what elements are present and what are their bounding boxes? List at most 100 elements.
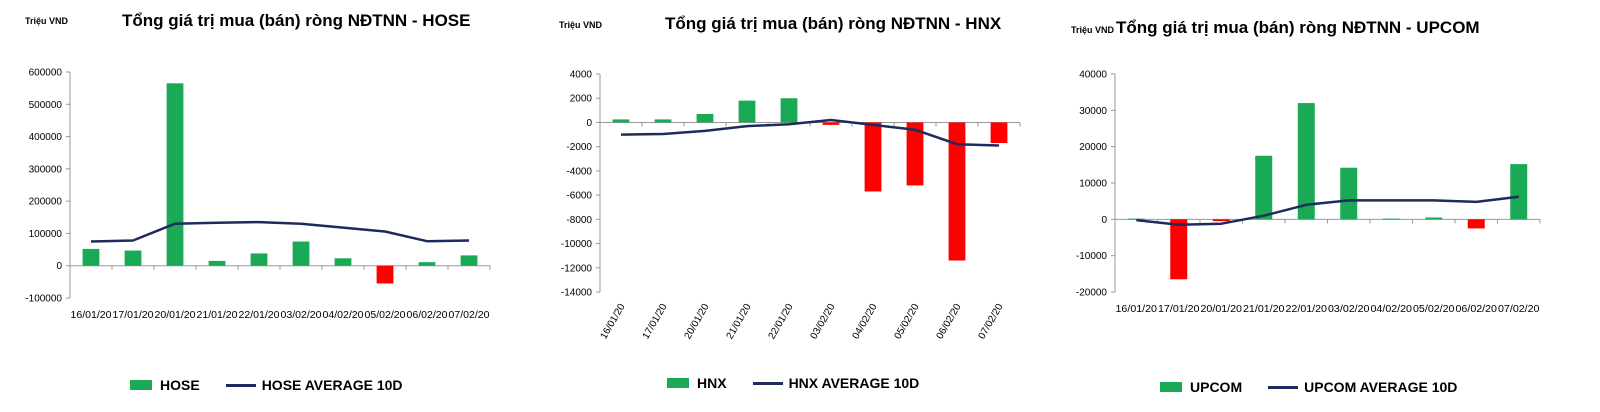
y-tick-label: -4000	[566, 166, 592, 177]
unit-label: Triệu VND	[25, 16, 69, 26]
y-tick-label: 2000	[570, 94, 593, 105]
x-tick-label: 21/01/20	[725, 302, 754, 342]
x-tick-label: 21/01/20	[197, 310, 238, 321]
x-tick-label: 05/02/20	[1413, 304, 1455, 315]
chart-title: Tổng giá trị mua (bán) ròng NĐTNN - HOSE	[122, 11, 471, 30]
unit-label: Triệu VND	[1071, 25, 1115, 35]
y-tick-label: 40000	[1079, 70, 1107, 81]
legend: HOSE HOSE AVERAGE 10D	[130, 377, 403, 393]
bar-16/01/20	[1127, 218, 1145, 220]
x-tick-label: 04/02/20	[1371, 304, 1413, 315]
y-tick-label: -10000	[1076, 251, 1108, 262]
average-line	[90, 220, 470, 243]
y-tick-label: 0	[1101, 215, 1107, 226]
x-tick-label: 20/01/20	[683, 302, 712, 342]
bar-22/01/20	[780, 98, 798, 123]
x-tick-label: 22/01/20	[767, 302, 796, 342]
x-tick-label: 17/01/20	[641, 302, 670, 342]
bar-06/02/20	[1467, 219, 1485, 229]
y-tick-label: 300000	[29, 164, 63, 175]
legend-bar-swatch	[130, 380, 152, 390]
bar-06/02/20	[948, 122, 966, 261]
chart-hose: 600000 500000 400000 300000 200000 100000 0 -10…	[25, 68, 491, 321]
y-tick-label: -20000	[1076, 288, 1108, 299]
y-tick-label: 200000	[29, 197, 63, 208]
bar-16/01/20	[82, 248, 100, 266]
y-tick-label: -6000	[566, 191, 592, 202]
x-tick-label: 06/02/20	[407, 310, 448, 321]
x-tick-label: 04/02/20	[851, 302, 880, 342]
bar-16/01/20	[612, 119, 630, 123]
y-tick-label: 10000	[1079, 179, 1107, 190]
x-tick-label: 16/01/20	[1116, 304, 1158, 315]
bar-04/02/20	[864, 122, 882, 192]
legend-line-swatch	[1268, 385, 1299, 389]
x-tick-label: 06/02/20	[935, 302, 964, 342]
bar-21/01/20	[738, 100, 756, 123]
y-tick-label: -12000	[561, 263, 593, 274]
bar-07/02/20	[1510, 164, 1528, 220]
bar-21/01/20	[1255, 155, 1273, 220]
bar-22/01/20	[1297, 103, 1315, 220]
y-tick-label: 20000	[1079, 142, 1107, 153]
average-line	[620, 118, 1000, 147]
legend-bar-label: HNX	[697, 375, 727, 391]
legend-bar-swatch	[1160, 382, 1182, 392]
x-tick-label: 03/02/20	[809, 302, 838, 342]
x-tick-label: 17/01/20	[113, 310, 154, 321]
x-tick-label: 20/01/20	[155, 310, 196, 321]
bar-05/02/20	[376, 265, 394, 284]
x-tick-label: 06/02/20	[1456, 304, 1498, 315]
legend-line-label: HNX AVERAGE 10D	[788, 375, 920, 391]
bar-17/01/20	[654, 119, 672, 123]
x-tick-label: 22/01/20	[239, 310, 280, 321]
legend-line-label: UPCOM AVERAGE 10D	[1304, 379, 1458, 395]
x-tick-label: 04/02/20	[323, 310, 364, 321]
bar-06/02/20	[418, 262, 436, 266]
y-tick-label: 0	[56, 261, 62, 272]
bar-07/02/20	[990, 122, 1008, 144]
bar-04/02/20	[334, 258, 352, 266]
bar-22/01/20	[250, 253, 268, 266]
legend-bar-label: HOSE	[160, 377, 200, 393]
x-tick-label: 22/01/20	[1286, 304, 1328, 315]
y-tick-label: -100000	[25, 294, 62, 305]
legend-line-swatch	[752, 381, 783, 385]
bar-03/02/20	[292, 241, 310, 266]
bar-03/02/20	[822, 122, 840, 125]
legend: UPCOM UPCOM AVERAGE 10D	[1160, 379, 1457, 395]
bar-05/02/20	[1425, 217, 1443, 220]
y-tick-label: 100000	[29, 229, 63, 240]
x-tick-label: 05/02/20	[893, 302, 922, 342]
chart-panel-upcom: Triệu VND Tổng giá trị mua (bán) ròng NĐ…	[1060, 0, 1600, 412]
unit-label: Triệu VND	[559, 20, 603, 30]
bar-20/01/20	[1212, 219, 1230, 222]
y-tick-label: -2000	[566, 142, 592, 153]
x-tick-label: 16/01/20	[71, 310, 112, 321]
x-tick-label: 03/02/20	[1328, 304, 1370, 315]
y-tick-label: -14000	[561, 288, 593, 299]
bar-17/01/20	[124, 250, 142, 266]
legend: HNX HNX AVERAGE 10D	[667, 375, 919, 391]
x-tick-label: 17/01/20	[1158, 304, 1200, 315]
chart-upcom: 40000 30000 20000 10000 0 -10000 -20000 16/01/2…	[1076, 70, 1541, 315]
x-tick-label: 07/02/20	[449, 310, 490, 321]
x-tick-label: 21/01/20	[1243, 304, 1285, 315]
bar-07/02/20	[460, 255, 478, 266]
y-tick-label: 30000	[1079, 106, 1107, 117]
bar-21/01/20	[208, 260, 226, 266]
x-tick-label: 07/02/20	[1498, 304, 1540, 315]
legend-bar-label: UPCOM	[1190, 379, 1243, 395]
y-tick-label: -10000	[561, 239, 593, 250]
bar-20/01/20	[696, 113, 714, 123]
x-tick-label: 16/01/20	[599, 302, 628, 342]
y-tick-label: 0	[586, 118, 592, 129]
y-tick-label: 4000	[570, 70, 593, 81]
bar-04/02/20	[1382, 218, 1400, 220]
chart-hnx: 4000 2000 0 -2000 -4000 -6000 -8000 -10000 -1200…	[561, 70, 1021, 342]
chart-panel-hose: Triệu VND Tổng giá trị mua (bán) ròng NĐ…	[0, 0, 520, 412]
y-tick-label: -8000	[566, 215, 592, 226]
bar-05/02/20	[906, 122, 924, 186]
chart-panel-hnx: Triệu VND Tổng giá trị mua (bán) ròng NĐ…	[530, 0, 1050, 412]
average-line	[1136, 195, 1519, 227]
